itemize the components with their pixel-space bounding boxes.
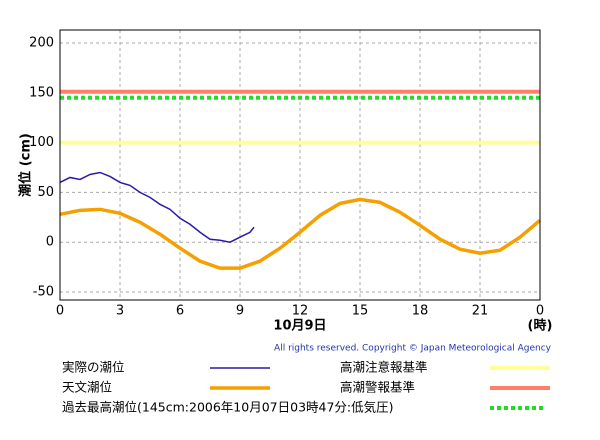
y-tick-label: 100 (29, 135, 54, 150)
x-tick-label: 12 (292, 304, 309, 319)
data-line (59, 197, 542, 270)
y-tick-label: 150 (29, 85, 54, 100)
x-tick-label: 3 (116, 304, 124, 319)
x-tick-label: 15 (352, 304, 369, 319)
legend-label: 実際の潮位 (62, 360, 125, 375)
data-line (59, 171, 255, 243)
copyright: All rights reserved. Copyright © Japan M… (274, 344, 552, 354)
y-tick-label: 0 (46, 235, 54, 250)
legend-label: 天文潮位 (62, 380, 112, 395)
y-tick-label: -50 (33, 285, 54, 300)
legend-label: 高潮注意報基準 (340, 360, 428, 375)
plot-border (59, 29, 541, 301)
x-tick-label: 6 (176, 304, 184, 319)
y-axis-label: 潮位 (cm) (18, 133, 34, 197)
y-tick-label: 200 (29, 35, 54, 50)
y-tick-label: 50 (37, 185, 54, 200)
x-tick-label: 0 (56, 304, 64, 319)
legend-label: 過去最高潮位(145cm:2006年10月07日03時47分:低気圧) (62, 400, 394, 415)
x-tick-label: 21 (472, 304, 489, 319)
x-axis-label: 10月9日 (273, 319, 326, 334)
x-tick-label: 9 (236, 304, 244, 319)
x-axis-unit: (時) (528, 318, 553, 334)
x-tick-label: 0 (536, 304, 544, 319)
legend-label: 高潮警報基準 (340, 380, 415, 395)
x-tick-label: 18 (412, 304, 429, 319)
